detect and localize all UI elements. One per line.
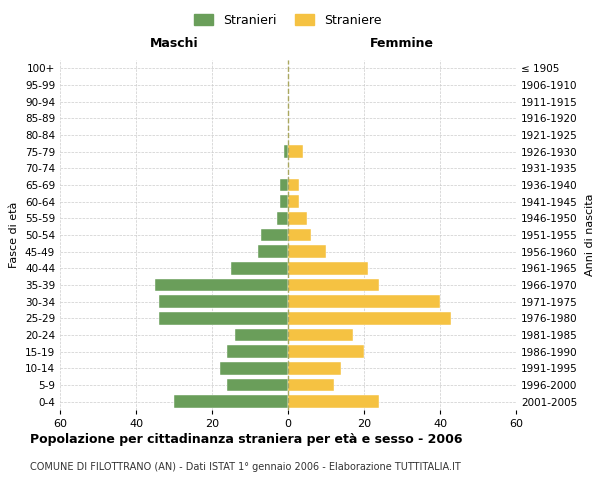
Bar [235, 329, 288, 341]
Y-axis label: Fasce di età: Fasce di età [10, 202, 19, 268]
Bar [288, 146, 303, 158]
Text: Popolazione per cittadinanza straniera per età e sesso - 2006: Popolazione per cittadinanza straniera p… [30, 432, 463, 446]
Bar [284, 146, 288, 158]
Bar [288, 329, 353, 341]
Bar [227, 346, 288, 358]
Bar [155, 279, 288, 291]
Bar [288, 396, 379, 408]
Bar [277, 212, 288, 224]
Bar [280, 196, 288, 208]
Bar [288, 346, 364, 358]
Bar [288, 296, 440, 308]
Y-axis label: Anni di nascita: Anni di nascita [584, 194, 595, 276]
Bar [220, 362, 288, 374]
Bar [288, 279, 379, 291]
Bar [159, 296, 288, 308]
Bar [288, 196, 299, 208]
Bar [174, 396, 288, 408]
Legend: Stranieri, Straniere: Stranieri, Straniere [190, 8, 386, 32]
Bar [288, 179, 299, 192]
Bar [288, 379, 334, 391]
Bar [262, 229, 288, 241]
Bar [159, 312, 288, 324]
Bar [280, 179, 288, 192]
Bar [231, 262, 288, 274]
Bar [288, 246, 326, 258]
Bar [288, 312, 451, 324]
Text: Maschi: Maschi [149, 37, 199, 50]
Bar [288, 212, 307, 224]
Bar [257, 246, 288, 258]
Bar [288, 262, 368, 274]
Bar [227, 379, 288, 391]
Text: COMUNE DI FILOTTRANO (AN) - Dati ISTAT 1° gennaio 2006 - Elaborazione TUTTITALIA: COMUNE DI FILOTTRANO (AN) - Dati ISTAT 1… [30, 462, 461, 472]
Bar [288, 362, 341, 374]
Bar [288, 229, 311, 241]
Text: Femmine: Femmine [370, 37, 434, 50]
